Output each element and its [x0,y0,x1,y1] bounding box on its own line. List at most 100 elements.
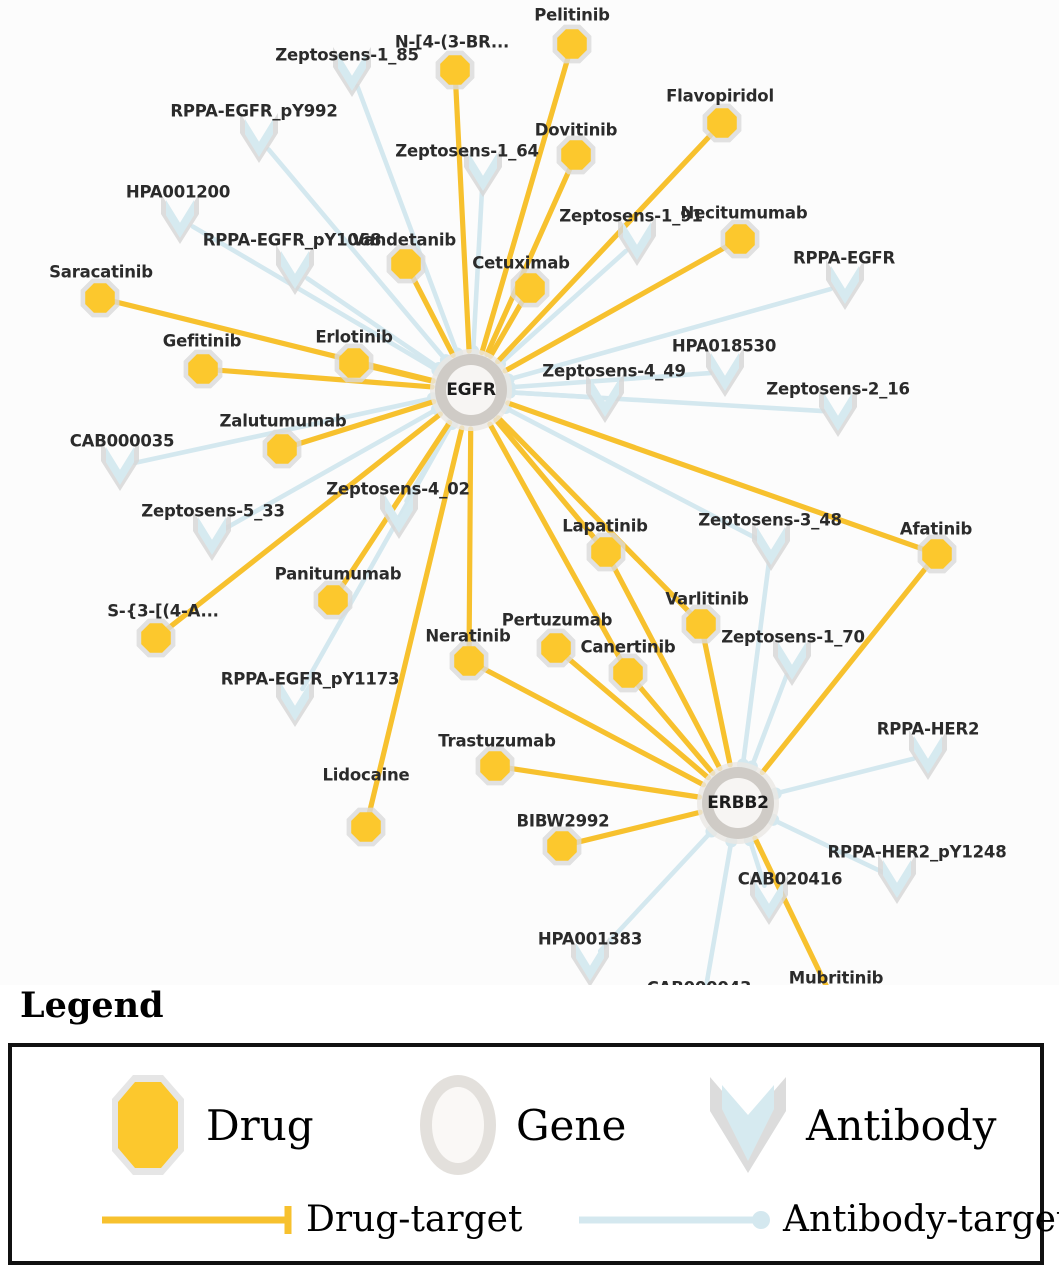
antibody-node[interactable] [161,194,199,244]
drug-node[interactable] [80,278,120,318]
drug-node[interactable] [313,580,353,620]
legend-label-antibody: Antibody [806,1100,997,1150]
antibody-node[interactable] [571,937,609,987]
drug-node[interactable] [586,532,626,572]
drug-target-edge [564,655,711,781]
antibody-node[interactable] [909,730,947,780]
drug-target-edge [479,55,571,356]
drug-target-edge [484,166,573,357]
chevron-icon [914,736,942,774]
drug-node[interactable] [681,604,721,644]
antibody-target-edge [507,370,713,390]
drug-target-edge [293,399,437,448]
drug-node[interactable] [720,219,760,259]
drug-node[interactable] [552,24,592,64]
chevron-icon [469,153,497,191]
gene-node-egfr[interactable] [430,349,512,431]
drug-node[interactable] [608,653,648,693]
gene-node-center [446,365,496,415]
drug-node[interactable] [334,343,374,383]
drug-target-edge [635,681,716,776]
octagon-icon [591,537,621,567]
drug-node[interactable] [386,244,426,284]
octagon-icon [141,623,171,653]
drug-target-edge [165,411,443,632]
dot-line-icon [579,1210,770,1229]
drug-target-edge [610,562,723,772]
antibody-target-edge [222,406,440,531]
drug-target-edge [752,835,833,996]
antibody-target-edge [702,839,734,998]
drug-node[interactable] [542,826,582,866]
octagon-icon [725,224,755,254]
drug-node[interactable] [449,641,489,681]
drug-node[interactable] [262,429,302,469]
antibody-node[interactable] [773,636,811,686]
antibody-node[interactable] [464,147,502,197]
drug-target-edge [502,243,730,374]
antibody-node[interactable] [752,521,790,571]
drug-target-edge [495,415,694,616]
chevron-icon [710,1077,786,1173]
antibody-node[interactable] [586,373,624,423]
antibody-node[interactable] [276,677,314,727]
antibody-node[interactable] [750,875,788,925]
antibody-target-edge [770,817,886,875]
antibody-target-edge [749,672,789,769]
antibody-node[interactable] [706,347,744,397]
drug-node[interactable] [136,618,176,658]
octagon-icon [351,812,381,842]
legend-node-gene: Gene [412,1069,626,1181]
drug-target-edge [573,809,703,846]
chevron-icon [281,683,309,721]
drug-target-edge [453,82,472,354]
chevron-icon [385,495,413,533]
antibody-node[interactable] [826,260,864,310]
drug-target-edge [366,363,436,384]
antibody-target-edge [470,184,485,354]
chevron-icon [623,222,651,260]
drug-node[interactable] [510,268,550,308]
drug-node[interactable] [435,50,475,90]
legend-area: Legend Drug Gene Antibody [0,985,1059,1280]
drug-node[interactable] [475,746,515,786]
chevron-icon [166,200,194,238]
legend-label-drug: Drug [206,1100,314,1150]
antibody-node[interactable] [618,216,656,266]
drug-node[interactable] [556,135,596,175]
octagon-icon [686,609,716,639]
drug-target-edge [479,665,707,788]
antibody-node[interactable] [878,854,916,904]
antibody-target-edge [773,756,916,796]
antibody-node[interactable] [240,113,278,163]
antibody-target-edge [503,405,760,542]
octagon-icon [85,283,115,313]
antibody-node[interactable] [193,511,231,561]
octagon-icon [391,249,421,279]
legend-label-gene: Gene [516,1100,627,1150]
antibody-node[interactable] [380,489,418,539]
antibody-node[interactable] [101,441,139,491]
drug-node[interactable] [346,807,386,847]
antibody-node[interactable] [333,47,371,97]
drug-node[interactable] [917,534,957,574]
drug-node[interactable] [702,103,742,143]
drug-node[interactable] [536,628,576,668]
antibody-node[interactable] [276,245,314,295]
drug-target-edge [505,400,926,552]
octagon-icon [515,273,545,303]
chevron-icon [755,881,783,919]
octagon-icon [541,633,571,663]
drug-target-edge [366,425,465,816]
antibody-target-edge [497,248,629,367]
octagon-icon [613,658,643,688]
antibody-target-edge [266,147,449,363]
ring-icon [420,1075,496,1175]
drug-node[interactable] [183,349,223,389]
antibody-target-edge [190,224,440,373]
antibody-target-edge [597,829,714,954]
legend-label-drug-target: Drug-target [306,1199,523,1240]
octagon-icon [440,55,470,85]
antibody-node[interactable] [819,387,857,437]
gene-node-erbb2[interactable] [697,762,779,844]
